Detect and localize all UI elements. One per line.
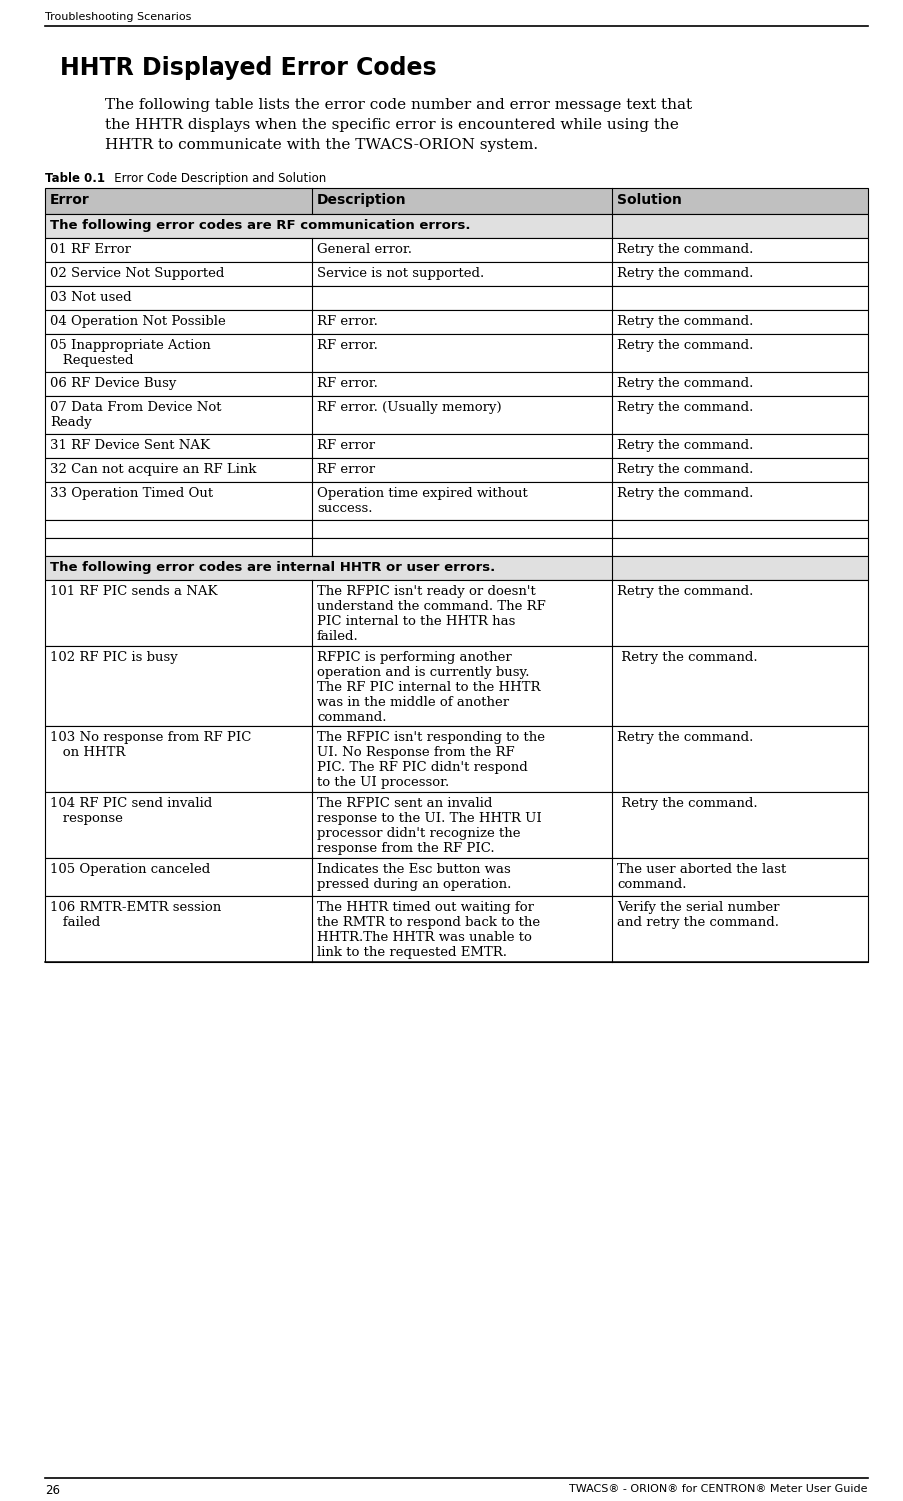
Text: RF error.: RF error.	[317, 315, 377, 329]
Text: General error.: General error.	[317, 243, 412, 257]
Bar	[45, 434, 867, 458]
Text: 26: 26	[45, 1484, 60, 1496]
Text: Solution: Solution	[617, 194, 681, 207]
Text: Retry the command.: Retry the command.	[617, 797, 757, 811]
Text: Troubleshooting Scenarios: Troubleshooting Scenarios	[45, 12, 191, 23]
Bar	[45, 482, 867, 519]
Text: 04 Operation Not Possible: 04 Operation Not Possible	[50, 315, 226, 329]
Text: RF error: RF error	[317, 438, 375, 452]
Text: RF error.: RF error.	[317, 377, 377, 390]
Text: TWACS® - ORION® for CENTRON® Meter User Guide: TWACS® - ORION® for CENTRON® Meter User …	[569, 1484, 867, 1493]
Text: Retry the command.: Retry the command.	[617, 731, 752, 744]
Bar	[45, 859, 867, 896]
Text: 101 RF PIC sends a NAK: 101 RF PIC sends a NAK	[50, 585, 218, 597]
Text: 103 No response from RF PIC
   on HHTR: 103 No response from RF PIC on HHTR	[50, 731, 251, 760]
Text: 106 RMTR-EMTR session
   failed: 106 RMTR-EMTR session failed	[50, 901, 221, 929]
Text: The RFPIC isn't responding to the
UI. No Response from the RF
PIC. The RF PIC di: The RFPIC isn't responding to the UI. No…	[317, 731, 545, 790]
Bar	[45, 645, 867, 726]
Bar	[45, 896, 867, 962]
Bar	[45, 519, 867, 537]
Bar	[45, 239, 867, 263]
Text: Operation time expired without
success.: Operation time expired without success.	[317, 486, 527, 515]
Text: Error Code Description and Solution: Error Code Description and Solution	[103, 173, 326, 185]
Bar	[45, 396, 867, 434]
Text: 32 Can not acquire an RF Link: 32 Can not acquire an RF Link	[50, 462, 256, 476]
Text: 07 Data From Device Not
Ready: 07 Data From Device Not Ready	[50, 401, 221, 429]
Text: The following error codes are RF communication errors.: The following error codes are RF communi…	[50, 219, 470, 233]
Text: Retry the command.: Retry the command.	[617, 462, 752, 476]
Bar	[45, 215, 867, 239]
Bar	[45, 555, 867, 579]
Text: Retry the command.: Retry the command.	[617, 339, 752, 353]
Text: Retry the command.: Retry the command.	[617, 243, 752, 257]
Text: RFPIC is performing another
operation and is currently busy.
The RF PIC internal: RFPIC is performing another operation an…	[317, 651, 540, 723]
Bar	[45, 372, 867, 396]
Text: Retry the command.: Retry the command.	[617, 267, 752, 281]
Text: The HHTR timed out waiting for
the RMTR to respond back to the
HHTR.The HHTR was: The HHTR timed out waiting for the RMTR …	[317, 901, 539, 959]
Text: RF error: RF error	[317, 462, 375, 476]
Text: Retry the command.: Retry the command.	[617, 401, 752, 414]
Text: The RFPIC isn't ready or doesn't
understand the command. The RF
PIC internal to : The RFPIC isn't ready or doesn't underst…	[317, 585, 545, 642]
Text: The following error codes are internal HHTR or user errors.: The following error codes are internal H…	[50, 561, 495, 573]
Bar	[45, 263, 867, 287]
Text: 104 RF PIC send invalid
   response: 104 RF PIC send invalid response	[50, 797, 212, 826]
Text: HHTR Displayed Error Codes: HHTR Displayed Error Codes	[60, 56, 436, 80]
Text: Retry the command.: Retry the command.	[617, 438, 752, 452]
Bar	[45, 287, 867, 311]
Text: Verify the serial number
and retry the command.: Verify the serial number and retry the c…	[617, 901, 778, 929]
Bar	[45, 311, 867, 335]
Bar	[45, 335, 867, 372]
Text: 01 RF Error: 01 RF Error	[50, 243, 131, 257]
Text: Service is not supported.: Service is not supported.	[317, 267, 484, 281]
Text: Retry the command.: Retry the command.	[617, 315, 752, 329]
Bar	[45, 726, 867, 793]
Text: Retry the command.: Retry the command.	[617, 486, 752, 500]
Text: Retry the command.: Retry the command.	[617, 651, 757, 663]
Bar	[45, 537, 867, 555]
Text: 06 RF Device Busy: 06 RF Device Busy	[50, 377, 176, 390]
Text: Table 0.1: Table 0.1	[45, 173, 105, 185]
Text: 02 Service Not Supported: 02 Service Not Supported	[50, 267, 224, 281]
Bar	[45, 188, 867, 215]
Text: 33 Operation Timed Out: 33 Operation Timed Out	[50, 486, 213, 500]
Text: RF error.: RF error.	[317, 339, 377, 353]
Text: The following table lists the error code number and error message text that: The following table lists the error code…	[105, 98, 692, 113]
Text: 05 Inappropriate Action
   Requested: 05 Inappropriate Action Requested	[50, 339, 210, 368]
Text: The RFPIC sent an invalid
response to the UI. The HHTR UI
processor didn't recog: The RFPIC sent an invalid response to th…	[317, 797, 541, 856]
Bar	[45, 579, 867, 645]
Text: Retry the command.: Retry the command.	[617, 377, 752, 390]
Bar	[45, 458, 867, 482]
Text: HHTR to communicate with the TWACS-ORION system.: HHTR to communicate with the TWACS-ORION…	[105, 138, 537, 152]
Text: The user aborted the last
command.: The user aborted the last command.	[617, 863, 786, 892]
Text: Indicates the Esc button was
pressed during an operation.: Indicates the Esc button was pressed dur…	[317, 863, 511, 892]
Text: Description: Description	[317, 194, 406, 207]
Text: 03 Not used: 03 Not used	[50, 291, 132, 305]
Text: Retry the command.: Retry the command.	[617, 585, 752, 597]
Text: 31 RF Device Sent NAK: 31 RF Device Sent NAK	[50, 438, 209, 452]
Text: RF error. (Usually memory): RF error. (Usually memory)	[317, 401, 501, 414]
Text: Error: Error	[50, 194, 89, 207]
Text: 102 RF PIC is busy: 102 RF PIC is busy	[50, 651, 178, 663]
Text: the HHTR displays when the specific error is encountered while using the: the HHTR displays when the specific erro…	[105, 119, 678, 132]
Text: 105 Operation canceled: 105 Operation canceled	[50, 863, 210, 877]
Bar	[45, 793, 867, 859]
